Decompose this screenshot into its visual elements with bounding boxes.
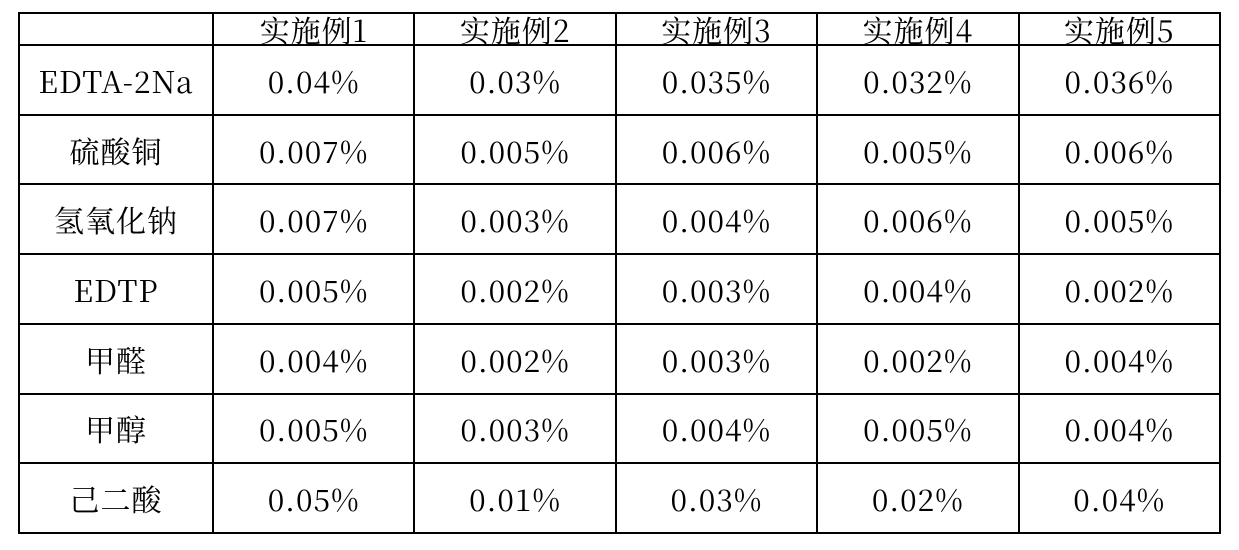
cell-value: 0.03%	[616, 463, 817, 533]
cell-value: 0.003%	[616, 324, 817, 394]
row-label-methanol: 甲醇	[19, 394, 213, 464]
cell-value: 0.007%	[213, 184, 414, 254]
cell-value: 0.004%	[817, 254, 1018, 324]
cell-value: 0.003%	[414, 394, 615, 464]
table-row: 氢氧化钠 0.007% 0.003% 0.004% 0.006% 0.005%	[19, 184, 1220, 254]
row-label-adipic-acid: 己二酸	[19, 463, 213, 533]
table-row: EDTP 0.005% 0.002% 0.003% 0.004% 0.002%	[19, 254, 1220, 324]
cell-value: 0.003%	[414, 184, 615, 254]
cell-value: 0.005%	[213, 254, 414, 324]
header-example3: 实施例3	[616, 13, 817, 45]
cell-value: 0.004%	[1019, 394, 1220, 464]
cell-value: 0.004%	[616, 394, 817, 464]
cell-value: 0.003%	[616, 254, 817, 324]
cell-value: 0.05%	[213, 463, 414, 533]
cell-value: 0.01%	[414, 463, 615, 533]
table-row: 硫酸铜 0.007% 0.005% 0.006% 0.005% 0.006%	[19, 115, 1220, 185]
cell-value: 0.005%	[817, 394, 1018, 464]
row-label-edta2na: EDTA-2Na	[19, 45, 213, 115]
cell-value: 0.006%	[616, 115, 817, 185]
cell-value: 0.005%	[817, 115, 1018, 185]
cell-value: 0.04%	[1019, 463, 1220, 533]
cell-value: 0.004%	[213, 324, 414, 394]
cell-value: 0.005%	[213, 394, 414, 464]
cell-value: 0.006%	[817, 184, 1018, 254]
row-label-copper-sulfate: 硫酸铜	[19, 115, 213, 185]
cell-value: 0.036%	[1019, 45, 1220, 115]
cell-value: 0.004%	[1019, 324, 1220, 394]
cell-value: 0.02%	[817, 463, 1018, 533]
cell-value: 0.004%	[616, 184, 817, 254]
header-example4: 实施例4	[817, 13, 1018, 45]
cell-value: 0.007%	[213, 115, 414, 185]
cell-value: 0.005%	[414, 115, 615, 185]
cell-value: 0.03%	[414, 45, 615, 115]
table-row: 己二酸 0.05% 0.01% 0.03% 0.02% 0.04%	[19, 463, 1220, 533]
composition-table: 实施例1 实施例2 实施例3 实施例4 实施例5 EDTA-2Na 0.04% …	[18, 12, 1221, 534]
table-header-row: 实施例1 实施例2 实施例3 实施例4 实施例5	[19, 13, 1220, 45]
table-row: EDTA-2Na 0.04% 0.03% 0.035% 0.032% 0.036…	[19, 45, 1220, 115]
cell-value: 0.035%	[616, 45, 817, 115]
row-label-formaldehyde: 甲醛	[19, 324, 213, 394]
cell-value: 0.006%	[1019, 115, 1220, 185]
cell-value: 0.04%	[213, 45, 414, 115]
row-label-edtp: EDTP	[19, 254, 213, 324]
cell-value: 0.005%	[1019, 184, 1220, 254]
header-example5: 实施例5	[1019, 13, 1220, 45]
cell-value: 0.032%	[817, 45, 1018, 115]
cell-value: 0.002%	[414, 254, 615, 324]
cell-value: 0.002%	[817, 324, 1018, 394]
cell-value: 0.002%	[414, 324, 615, 394]
table-row: 甲醇 0.005% 0.003% 0.004% 0.005% 0.004%	[19, 394, 1220, 464]
header-example1: 实施例1	[213, 13, 414, 45]
page-root: 实施例1 实施例2 实施例3 实施例4 实施例5 EDTA-2Na 0.04% …	[0, 0, 1239, 550]
header-example2: 实施例2	[414, 13, 615, 45]
row-label-sodium-hydroxide: 氢氧化钠	[19, 184, 213, 254]
cell-value: 0.002%	[1019, 254, 1220, 324]
header-blank	[19, 13, 213, 45]
table-row: 甲醛 0.004% 0.002% 0.003% 0.002% 0.004%	[19, 324, 1220, 394]
